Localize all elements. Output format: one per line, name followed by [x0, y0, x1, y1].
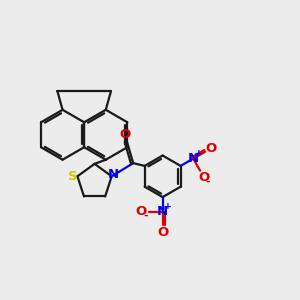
- Text: N: N: [157, 205, 168, 218]
- Text: O: O: [157, 226, 168, 239]
- Text: -: -: [206, 176, 210, 186]
- Text: +: +: [164, 202, 172, 211]
- Text: O: O: [136, 205, 147, 218]
- Text: O: O: [206, 142, 217, 155]
- Text: O: O: [198, 171, 210, 184]
- Text: S: S: [68, 170, 78, 183]
- Text: -: -: [143, 211, 148, 221]
- Text: +: +: [194, 149, 202, 158]
- Text: N: N: [108, 168, 119, 181]
- Text: O: O: [120, 128, 131, 141]
- Text: N: N: [188, 152, 199, 165]
